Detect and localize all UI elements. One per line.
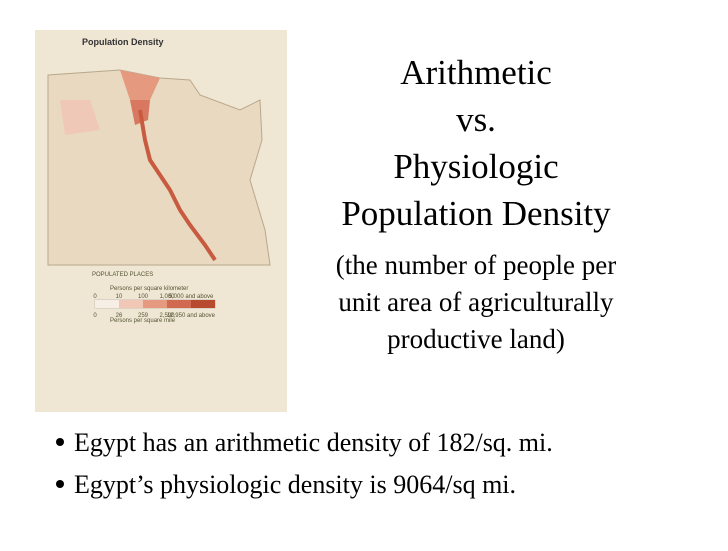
- legend-tick: 0: [93, 294, 97, 300]
- legend-swatch: [119, 300, 143, 308]
- title-line: Population Density: [341, 194, 611, 233]
- bullet-dot: [56, 438, 64, 446]
- legend-swatch: [167, 300, 191, 308]
- legend-title: POPULATED PLACES: [92, 272, 153, 278]
- legend-tick: 0: [93, 313, 97, 319]
- legend-tick: 259: [138, 313, 149, 319]
- subtitle-line: productive land): [387, 324, 565, 354]
- title-line: Arithmetic: [400, 53, 552, 92]
- legend-tick: 10: [116, 294, 123, 300]
- nile: [138, 109, 217, 262]
- legend-swatch: [191, 300, 215, 308]
- legend-tick: 5,000 and above: [169, 294, 214, 300]
- map-image: Population Density POPULATED PLACES Pers…: [35, 30, 287, 412]
- bullet-dot: [56, 480, 64, 488]
- legend-swatch: [143, 300, 167, 308]
- title-line: Physiologic: [393, 147, 558, 186]
- subtitle-line: unit area of agriculturally: [338, 287, 614, 317]
- legend-swatch: [95, 300, 119, 308]
- delta: [120, 70, 160, 100]
- bullet-text: Egypt’s physiologic density is 9064/sq m…: [74, 470, 516, 499]
- bullet-text: Egypt has an arithmetic density of 182/s…: [74, 428, 553, 457]
- legend-label: Persons per square mile: [110, 318, 176, 324]
- legend-tick: 2,590: [159, 313, 175, 319]
- subtitle-line: (the number of people per: [336, 250, 616, 280]
- legend-tick: 12,950 and above: [167, 313, 216, 319]
- legend-tick: 26: [116, 313, 123, 319]
- region: [60, 100, 100, 135]
- map-title: Population Density: [82, 37, 164, 47]
- legend-tick: 100: [138, 294, 149, 300]
- legend-label: Persons per square kilometer: [110, 286, 188, 292]
- title-line: vs.: [456, 100, 496, 139]
- legend-tick: 1,000: [159, 294, 175, 300]
